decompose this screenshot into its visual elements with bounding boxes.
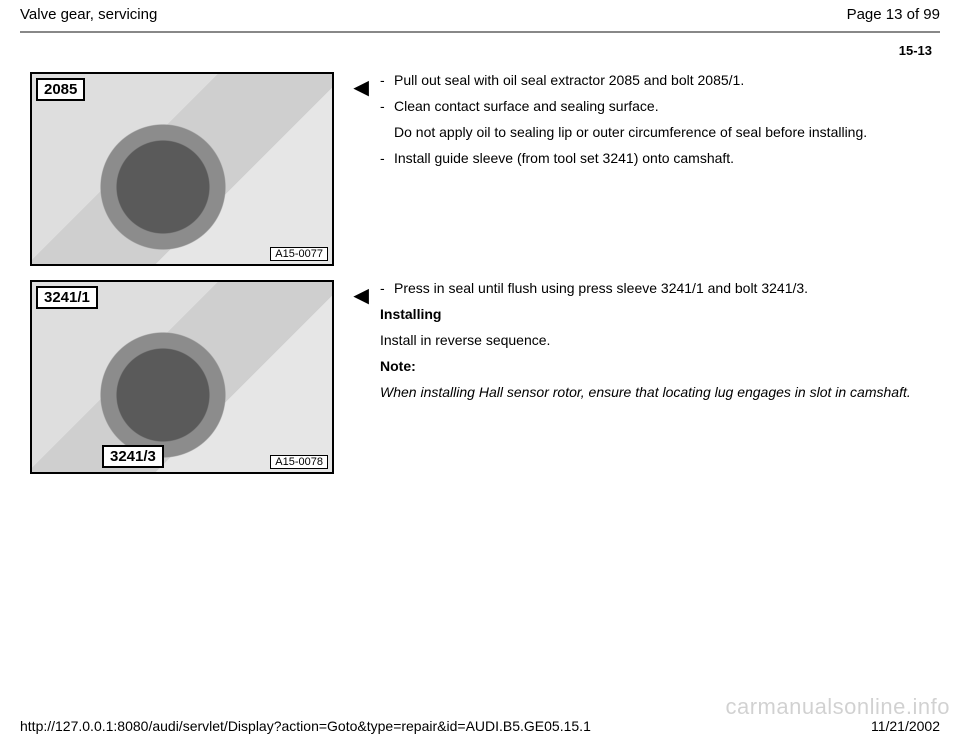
bullet-dash: -	[380, 280, 394, 296]
installing-heading: Installing	[380, 306, 920, 322]
figure-1: 2085 A15-0077	[30, 72, 334, 266]
figure-2-id: A15-0078	[270, 455, 328, 469]
pointer-arrow-1: ◄	[334, 72, 380, 100]
step-clean-surface: - Clean contact surface and sealing surf…	[380, 98, 920, 114]
note-text: When installing Hall sensor rotor, ensur…	[380, 384, 920, 400]
figure-2: 3241/1 3241/3 A15-0078	[30, 280, 334, 474]
footer-url: http://127.0.0.1:8080/audi/servlet/Displ…	[20, 718, 591, 734]
procedure-text-2: - Press in seal until flush using press …	[380, 280, 940, 410]
watermark-text: carmanualsonline.info	[725, 694, 950, 720]
page-ref-number: 15-13	[0, 33, 960, 60]
installing-text: Install in reverse sequence.	[380, 332, 920, 348]
step-no-oil-caution: Do not apply oil to sealing lip or outer…	[394, 124, 920, 140]
left-arrow-icon: ◄	[348, 72, 374, 102]
note-heading: Note:	[380, 358, 920, 374]
step-install-guide-sleeve: - Install guide sleeve (from tool set 32…	[380, 150, 920, 166]
step-text: Install guide sleeve (from tool set 3241…	[394, 150, 920, 166]
bullet-dash: -	[380, 150, 394, 166]
figure-1-id: A15-0077	[270, 247, 328, 261]
step-press-in-seal: - Press in seal until flush using press …	[380, 280, 920, 296]
left-arrow-icon: ◄	[348, 280, 374, 310]
procedure-block-2: 3241/1 3241/3 A15-0078 ◄ - Press in seal…	[20, 280, 940, 474]
procedure-text-1: - Pull out seal with oil seal extractor …	[380, 72, 940, 176]
procedure-block-1: 2085 A15-0077 ◄ - Pull out seal with oil…	[20, 72, 940, 266]
step-text: Press in seal until flush using press sl…	[394, 280, 920, 296]
doc-title: Valve gear, servicing	[20, 6, 157, 23]
step-pull-out-seal: - Pull out seal with oil seal extractor …	[380, 72, 920, 88]
page-of: Page 13 of 99	[847, 6, 940, 23]
figure-1-callout-2085: 2085	[36, 78, 85, 101]
figure-2-callout-3241-3: 3241/3	[102, 445, 164, 468]
print-footer: http://127.0.0.1:8080/audi/servlet/Displ…	[20, 718, 940, 734]
pointer-arrow-2: ◄	[334, 280, 380, 308]
bullet-dash: -	[380, 72, 394, 88]
page-content: 2085 A15-0077 ◄ - Pull out seal with oil…	[0, 60, 960, 474]
step-text: Pull out seal with oil seal extractor 20…	[394, 72, 920, 88]
footer-date: 11/21/2002	[871, 718, 940, 734]
figure-2-callout-3241-1: 3241/1	[36, 286, 98, 309]
bullet-dash: -	[380, 98, 394, 114]
step-text: Clean contact surface and sealing surfac…	[394, 98, 920, 114]
print-header: Valve gear, servicing Page 13 of 99	[0, 0, 960, 27]
